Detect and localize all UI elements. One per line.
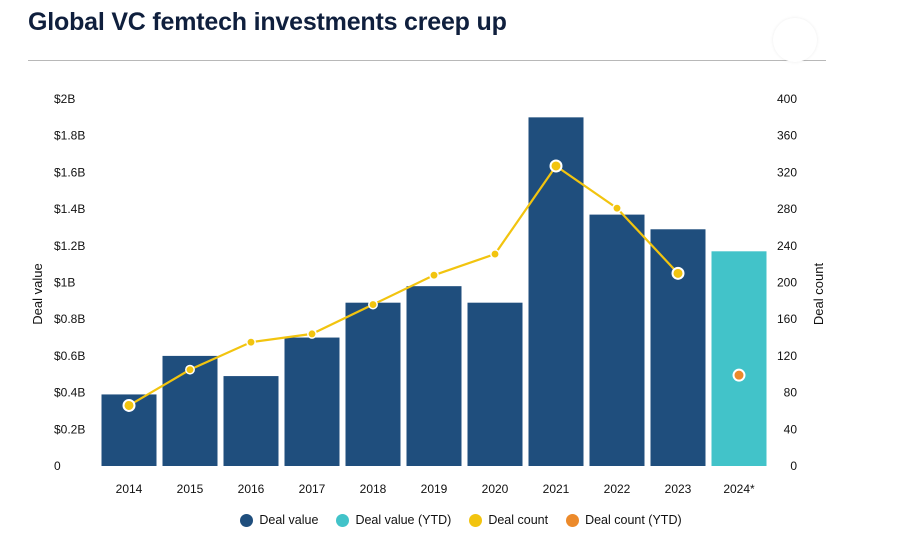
deal-count-point-2021 <box>549 159 563 173</box>
legend-label: Deal count <box>488 513 549 527</box>
chart-title: Global VC femtech investments creep up <box>28 8 507 36</box>
left-axis-tick-label: $1B <box>54 276 75 290</box>
deal-value-bar-2016 <box>223 376 279 466</box>
deal-count-point-2019 <box>429 270 439 281</box>
right-axis-ticks: 0 40 80 120 160 200 240 280 320 360 400 <box>777 92 797 473</box>
x-axis-ticks: 2014 2015 2016 2017 2018 2019 2020 2021 2022 2023… <box>116 482 755 496</box>
deal-value-bar-2019 <box>406 286 462 466</box>
deal-count-point-2017 <box>307 328 317 339</box>
right-axis-tick-label: 400 <box>777 92 797 106</box>
deal-value-bar-2020 <box>467 302 523 466</box>
left-axis-tick-label: $0.8B <box>54 312 85 326</box>
deal-count-line <box>128 164 679 407</box>
left-axis-tick-label: $1.8B <box>54 129 85 143</box>
left-axis-tick-label: $0.6B <box>54 349 85 363</box>
right-axis-tick-label: 160 <box>777 312 797 326</box>
left-axis-tick-label: $0.2B <box>54 422 85 436</box>
deal-count-point-2015 <box>185 364 195 375</box>
x-axis-tick-label: 2015 <box>177 482 204 496</box>
right-axis-tick-label: 200 <box>777 276 797 290</box>
legend-swatch-deal-count <box>469 513 483 527</box>
x-axis-tick-label: 2014 <box>116 482 143 496</box>
legend-swatch-deal-value-ytd <box>336 513 350 527</box>
legend-item-deal-value-ytd: Deal value (YTD) <box>336 513 451 527</box>
left-axis-tick-label: 0 <box>54 459 61 473</box>
right-axis-tick-label: 40 <box>784 422 798 436</box>
bar-layer <box>101 117 767 466</box>
legend: Deal value Deal value (YTD) Deal count D… <box>0 513 922 527</box>
left-axis-title: Deal value <box>30 263 45 324</box>
x-axis-tick-label: 2019 <box>421 482 448 496</box>
x-axis-tick-label: 2022 <box>604 482 631 496</box>
right-axis-tick-label: 360 <box>777 129 797 143</box>
deal-value-bar-2017 <box>284 337 340 466</box>
deal-count-point-2022 <box>612 203 622 214</box>
left-axis-tick-label: $1.6B <box>54 165 85 179</box>
faded-circle-button <box>773 18 817 62</box>
x-axis-tick-label: 2016 <box>238 482 265 496</box>
deal-value-bar-2023 <box>650 229 706 466</box>
deal-count-point-2023 <box>671 266 685 280</box>
deal-value-bar-2018 <box>345 302 401 466</box>
left-axis-tick-label: $1.2B <box>54 239 85 253</box>
legend-swatch-deal-value <box>240 513 254 527</box>
deal-count-point-2016 <box>246 337 256 348</box>
deal-value-bar-2021 <box>528 117 584 466</box>
x-axis-tick-label: 2020 <box>482 482 509 496</box>
left-axis-ticks: 0 $0.2B $0.4B $0.6B $0.8B $1B $1.2B $1.4B $1.6B $… <box>54 92 85 473</box>
title-divider <box>28 60 826 61</box>
right-axis-tick-label: 240 <box>777 239 797 253</box>
legend-label: Deal value (YTD) <box>355 513 452 527</box>
right-axis-tick-label: 80 <box>784 386 798 400</box>
left-axis-tick-label: $0.4B <box>54 386 85 400</box>
right-axis-tick-label: 320 <box>777 165 797 179</box>
x-axis-tick-label: 2021 <box>543 482 570 496</box>
legend-item-deal-count-ytd: Deal count (YTD) <box>566 513 682 527</box>
right-axis-tick-label: 280 <box>777 202 797 216</box>
deal-count-line-layer <box>128 164 679 407</box>
deal-count-point-2018 <box>368 299 378 310</box>
x-axis-tick-label: 2024* <box>723 482 755 496</box>
deal-count-point-2014 <box>122 398 136 412</box>
deal-count-ytd-point-2024 <box>732 368 746 382</box>
right-axis-title: Deal count <box>811 263 826 326</box>
legend-item-deal-value: Deal value <box>240 513 318 527</box>
right-axis-tick-label: 0 <box>790 459 797 473</box>
legend-label: Deal value <box>259 513 319 527</box>
deal-value-ytd-bar-2024 <box>711 251 767 466</box>
right-axis-tick-label: 120 <box>777 349 797 363</box>
deal-count-point-layer <box>122 159 746 412</box>
legend-label: Deal count (YTD) <box>585 513 682 527</box>
left-axis-tick-label: $2B <box>54 92 75 106</box>
x-axis-tick-label: 2018 <box>360 482 387 496</box>
deal-value-bar-2022 <box>589 214 645 466</box>
legend-swatch-deal-count-ytd <box>566 513 580 527</box>
legend-item-deal-count: Deal count <box>469 513 548 527</box>
left-axis-tick-label: $1.4B <box>54 202 85 216</box>
deal-count-point-2020 <box>490 249 500 260</box>
x-axis-tick-label: 2023 <box>665 482 692 496</box>
x-axis-tick-label: 2017 <box>299 482 326 496</box>
